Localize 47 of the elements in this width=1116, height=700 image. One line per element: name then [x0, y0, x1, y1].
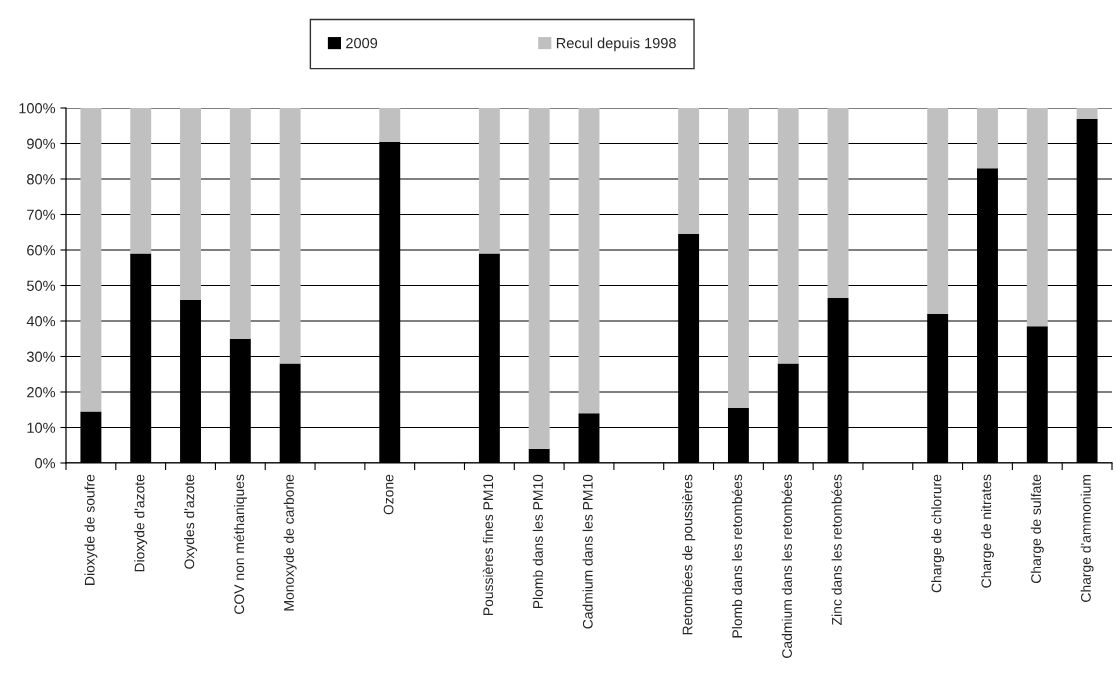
bar	[977, 108, 998, 169]
x-tick-label: Poussières fines PM10	[482, 474, 494, 616]
x-tick-label: Monoxyde de carbone	[283, 474, 297, 611]
y-tick-label: 90%	[27, 138, 56, 149]
x-tick-label: Charge de sulfate	[1030, 474, 1044, 584]
y-tick-label: 60%	[27, 245, 56, 256]
bar	[727, 108, 749, 408]
bar	[478, 108, 500, 254]
bar	[180, 108, 201, 300]
bar	[578, 108, 600, 414]
x-tick-label: Charge de chlorure	[931, 474, 945, 593]
x-tick-label: Cadmium dans les retombées	[781, 474, 792, 658]
x-tick-label: COV non méthaniques	[233, 474, 247, 614]
bar	[1026, 108, 1048, 327]
bar	[229, 108, 251, 339]
y-tick-label: 70%	[27, 209, 56, 220]
bar	[678, 108, 700, 235]
y-tick-label: 10%	[27, 422, 56, 433]
x-tick-label: Plomb dans les PM10	[532, 474, 543, 609]
x-tick-label: Charge d'ammonium	[1080, 475, 1094, 602]
bar	[80, 108, 102, 412]
y-tick-label: 80%	[27, 174, 56, 185]
x-tick-label: Dioxyde de soufre	[84, 474, 98, 585]
bar	[279, 108, 301, 364]
bar	[379, 108, 401, 142]
x-tick-label: Cadmium dans les PM10	[582, 474, 593, 629]
legend-label: Recul depuis 1998	[556, 37, 676, 52]
bar	[1076, 108, 1098, 119]
x-tick-label: Ozone	[383, 474, 394, 515]
x-tick-label: Zinc dans les retombées	[831, 474, 842, 625]
x-tick-label: Charge de nitrates	[981, 474, 994, 588]
bar	[927, 108, 949, 314]
x-tick-label: Oxydes d'azote	[184, 474, 197, 569]
x-tick-label: Retombées de poussières	[682, 474, 696, 635]
y-tick-label: 0%	[35, 458, 56, 469]
bar	[528, 108, 550, 449]
bar	[130, 108, 152, 254]
x-tick-label: Plomb dans les retombées	[731, 474, 743, 638]
bar	[777, 108, 799, 364]
y-tick-label: 30%	[26, 351, 56, 362]
y-tick-label: 20%	[27, 387, 56, 398]
legend-label: 2009	[346, 37, 378, 49]
y-tick-label: 50%	[26, 280, 56, 291]
y-tick-label: 40%	[26, 316, 56, 327]
x-tick-label: Dioxyde d'azote	[134, 474, 148, 572]
y-tick-label: 100%	[19, 103, 56, 114]
bar	[827, 108, 849, 298]
